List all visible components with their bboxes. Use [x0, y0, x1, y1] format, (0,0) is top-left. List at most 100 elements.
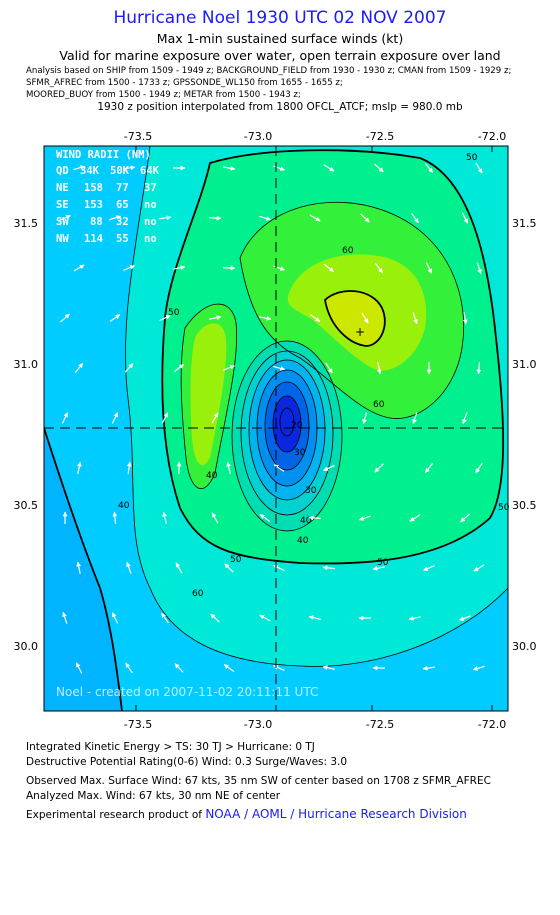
contour-label: 50 — [168, 308, 180, 318]
lat-tick-label: 30.0 — [14, 640, 39, 653]
page-title: Hurricane Noel 1930 UTC 02 NOV 2007 — [113, 8, 447, 28]
contour-label: 50 — [230, 555, 242, 565]
wind-vector-arrow — [412, 312, 418, 325]
wind-vector-arrow — [76, 561, 82, 574]
wind-vector-arrow — [323, 263, 335, 273]
wind-vector-arrow — [476, 361, 482, 375]
longitude-axis-top: -73.5 -73.0 -72.5 -72.0 — [124, 130, 506, 152]
wind-vector-arrow — [173, 363, 185, 373]
wind-vector-arrow — [360, 213, 370, 223]
contour-label: 40 — [300, 516, 312, 526]
contour-label: 60 — [342, 246, 354, 256]
contour-labels: 50 60 50 40 50 60 40 30 40 50 50 60 30 40 20 — [118, 153, 510, 599]
wind-vector-arrow — [473, 564, 485, 572]
wind-vector-arrow — [475, 162, 483, 174]
wind-vector-arrow — [211, 512, 219, 524]
wind-vector-arrow — [325, 362, 333, 374]
wind-vector-arrow — [273, 365, 286, 371]
wind-vector-arrow — [273, 564, 285, 572]
wind-vector-arrow — [422, 665, 435, 671]
contour-label: 60 — [373, 400, 385, 410]
wind-vector-arrow — [322, 565, 336, 571]
credit-prefix: Experimental research product of — [26, 809, 206, 821]
lon-tick-label: -72.5 — [366, 130, 394, 143]
wind-vector-arrow — [60, 313, 70, 323]
longitude-axis-bottom: -73.5 -73.0 -72.5 -72.0 — [124, 705, 506, 730]
wind-vector-arrow — [111, 412, 119, 424]
wind-vector-arrow — [259, 614, 271, 622]
wind-vector-arrow — [112, 511, 118, 525]
contour-label: 50 — [377, 558, 389, 568]
lat-tick-label: 31.0 — [512, 358, 537, 371]
analysis-sources-line-1: Analysis based on SHIP from 1509 - 1949 … — [26, 66, 512, 76]
wind-vector-arrow — [174, 663, 184, 673]
wind-radii-header: QD 34K 50K 64K — [56, 165, 160, 177]
analysis-sources-line-3: MOORED_BUOY from 1500 - 1949 z; METAR fr… — [26, 90, 301, 100]
contour-label: 50 — [466, 153, 478, 163]
wind-vector-arrow — [223, 365, 235, 371]
subtitle-exposure: Valid for marine exposure over water, op… — [59, 48, 501, 63]
wind-vector-arrow — [374, 163, 384, 173]
wind-radii-row: NE 158 77 37 — [56, 182, 157, 194]
subtitle-wind-type: Max 1-min sustained surface winds (kt) — [156, 31, 404, 46]
interpolation-note: 1930 z position interpolated from 1800 O… — [97, 101, 463, 113]
wind-vector-arrow — [309, 313, 321, 323]
wind-vector-arrow — [223, 265, 236, 271]
wind-vector-arrow — [109, 314, 121, 322]
wind-vector-arrow — [123, 265, 135, 271]
wind-vector-arrow — [361, 312, 369, 324]
credit-line: Experimental research product of NOAA / … — [26, 807, 467, 821]
wind-vector-arrow — [162, 511, 168, 524]
lat-tick-label: 30.0 — [512, 640, 537, 653]
wind-vector-arrow — [126, 461, 132, 474]
wind-vector-arrow — [374, 262, 384, 274]
wind-vector-arrow — [412, 412, 418, 425]
wind-vector-arrow — [424, 462, 434, 474]
wind-vector-arrow — [76, 461, 82, 474]
destructive-potential-rating: Destructive Potential Rating(0-6) Wind: … — [26, 756, 348, 768]
lat-tick-label: 31.5 — [512, 217, 537, 230]
wind-vector-arrow — [210, 613, 220, 623]
creation-watermark: Noel - created on 2007-11-02 20:11:11 UT… — [56, 685, 318, 699]
wind-vector-arrow — [211, 412, 219, 424]
wind-vector-arrow — [259, 513, 271, 523]
wind-vector-arrow — [223, 664, 235, 672]
wind-vector-arrow — [308, 615, 321, 621]
wind-vectors — [59, 162, 485, 674]
wind-vector-arrow — [372, 565, 385, 571]
wind-contours — [44, 146, 508, 711]
wind-vector-arrow — [323, 164, 335, 172]
analysis-sources-line-2: SFMR_AFREC from 1500 - 1733 z; GPSSONDE_… — [26, 78, 343, 88]
wind-vector-arrow — [74, 362, 84, 374]
wind-vector-arrow — [124, 363, 134, 373]
observed-max-wind: Observed Max. Surface Wind: 67 kts, 35 n… — [26, 775, 491, 787]
wind-vector-arrow — [259, 315, 272, 321]
contour-label: 60 — [192, 589, 204, 599]
wind-vector-arrow — [409, 514, 421, 522]
wind-radii-table: WIND RADII (NM) QD 34K 50K 64K NE 158 77… — [56, 149, 160, 245]
wind-vector-arrow — [126, 561, 132, 574]
lat-tick-label: 31.0 — [14, 358, 39, 371]
wind-vector-arrow — [460, 513, 470, 523]
contour-label: 40 — [206, 471, 218, 481]
wind-vector-arrow — [159, 314, 171, 322]
wind-vector-arrow — [408, 615, 421, 621]
wind-vector-arrow — [273, 664, 285, 672]
analyzed-max-marker: + — [355, 325, 365, 339]
wind-vector-arrow — [376, 362, 382, 375]
wind-vector-arrow — [59, 215, 71, 221]
wind-vector-arrow — [273, 464, 285, 472]
lon-tick-label: -73.0 — [244, 718, 272, 730]
wind-vector-arrow — [273, 265, 286, 271]
wind-vector-arrow — [209, 315, 222, 321]
wind-vector-arrow — [175, 562, 183, 574]
wind-vector-arrow — [259, 215, 272, 221]
wind-vector-arrow — [224, 563, 234, 573]
wind-vector-arrow — [226, 461, 231, 474]
wind-radii-row: SE 153 65 no — [56, 199, 157, 211]
credit-org-link[interactable]: NOAA / AOML / Hurricane Research Divisio… — [205, 807, 467, 821]
wind-vector-arrow — [424, 162, 434, 174]
wind-vector-arrow — [161, 612, 169, 624]
wind-vector-arrow — [123, 165, 136, 171]
wind-vector-arrow — [75, 662, 83, 674]
